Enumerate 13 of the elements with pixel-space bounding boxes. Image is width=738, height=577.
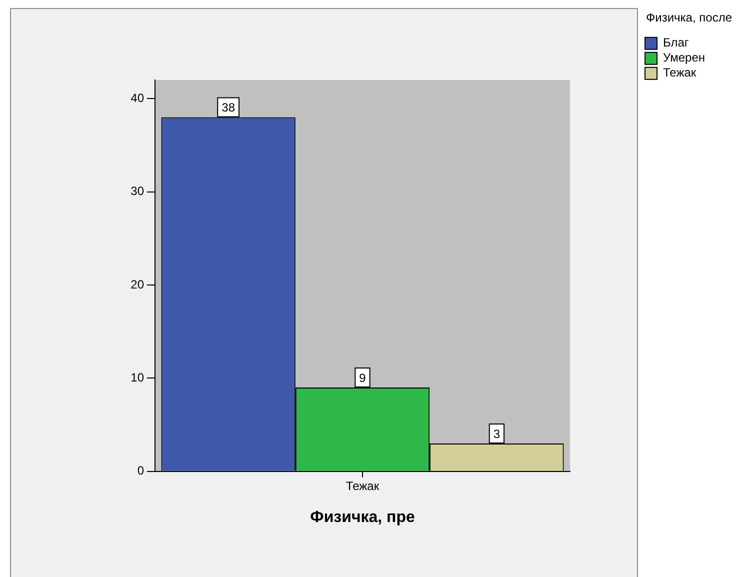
y-tick-label: 0 <box>137 464 144 478</box>
data-label: 9 <box>359 370 366 385</box>
legend-label: Благ <box>663 36 690 50</box>
y-tick-label: 10 <box>130 370 144 385</box>
x-axis-title: Физичка, пре <box>310 508 415 526</box>
y-tick-label: 40 <box>130 90 144 105</box>
data-label: 38 <box>222 100 236 115</box>
legend-label: Тежак <box>663 66 697 80</box>
legend-title: Физичка, после <box>646 10 732 24</box>
y-tick-label: 20 <box>130 277 144 292</box>
legend-label: Умерен <box>663 50 705 65</box>
data-label: 3 <box>493 426 500 441</box>
y-tick-label: 30 <box>130 184 144 198</box>
